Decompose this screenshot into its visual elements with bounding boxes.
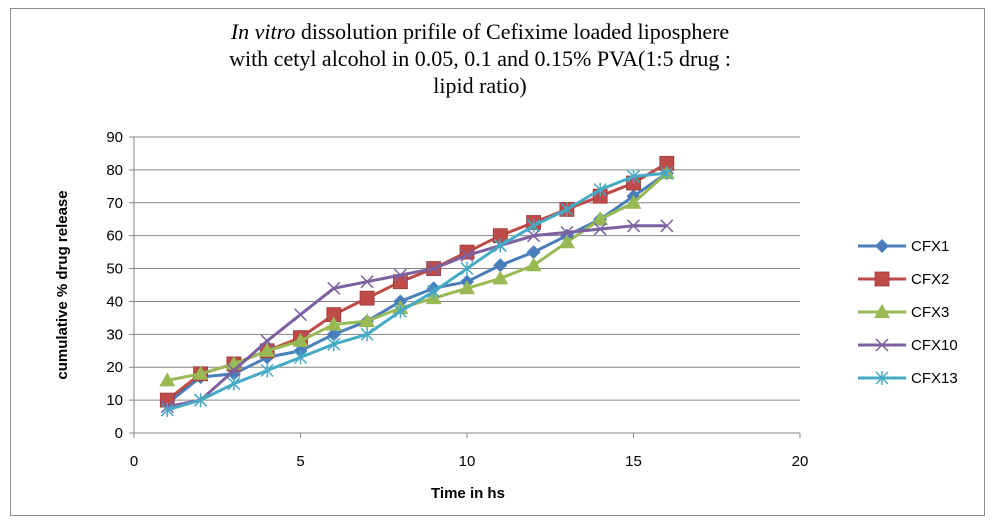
data-point-cfx2 — [359, 290, 375, 306]
axes — [129, 136, 801, 438]
tick-labels: 0 10 20 30 40 50 60 70 80 90 0 5 10 15 20 — [106, 129, 808, 470]
data-point-cfx13 — [393, 304, 407, 319]
data-point-cfx3 — [625, 194, 642, 209]
data-point-cfx13 — [460, 261, 474, 276]
legend-swatch-marker — [874, 271, 890, 287]
data-point-cfx13 — [660, 166, 674, 181]
data-point-cfx3 — [459, 280, 475, 295]
chart-title: In vitro dissolution prifile of Cefixime… — [100, 18, 860, 99]
legend-item-cfx3: CFX3 — [858, 304, 949, 321]
legend-label: CFX1 — [911, 238, 949, 255]
series-cfx13 — [160, 166, 674, 417]
legend-label: CFX2 — [911, 271, 949, 288]
data-point-cfx3 — [259, 342, 276, 357]
data-point-cfx10 — [227, 363, 241, 378]
series-line-cfx13 — [166, 171, 667, 412]
legend-item-cfx2: CFX2 — [858, 271, 949, 288]
data-point-cfx3 — [159, 372, 176, 387]
legend: CFX1 CFX2 CFX3 CFX10 CFX13 — [858, 238, 958, 387]
data-point-cfx10 — [427, 262, 441, 276]
y-tick-label: 0 — [115, 425, 123, 442]
series-layer — [159, 155, 675, 417]
data-point-cfx13 — [360, 327, 374, 342]
legend-swatch-marker — [874, 304, 890, 318]
legend-label: CFX13 — [911, 370, 958, 387]
legend-item-cfx13: CFX13 — [858, 370, 958, 387]
x-tick-label: 5 — [296, 453, 304, 470]
x-tick-label: 10 — [459, 453, 476, 470]
y-tick-label: 50 — [106, 261, 123, 278]
data-point-cfx13 — [427, 284, 441, 299]
data-point-cfx13 — [560, 202, 574, 217]
data-point-cfx13 — [160, 402, 174, 417]
data-point-cfx10 — [460, 248, 474, 262]
data-point-cfx13 — [327, 337, 341, 352]
legend-label: CFX3 — [911, 304, 949, 321]
y-tick-label: 60 — [106, 228, 123, 245]
data-point-cfx3 — [558, 234, 575, 249]
legend-swatch-marker — [875, 239, 889, 253]
data-point-cfx3 — [292, 332, 309, 347]
y-tick-label: 70 — [106, 195, 123, 212]
data-point-cfx13 — [593, 182, 607, 197]
x-axis-title: Time in hs — [431, 485, 505, 502]
data-point-cfx13 — [194, 393, 208, 408]
x-tick-label: 15 — [625, 453, 642, 470]
data-point-cfx10 — [560, 225, 574, 239]
data-point-cfx3 — [592, 211, 609, 226]
y-tick-label: 40 — [106, 293, 123, 310]
data-point-cfx13 — [626, 169, 641, 184]
data-point-cfx13 — [227, 376, 241, 391]
data-point-cfx1 — [493, 258, 508, 273]
y-tick-label: 30 — [106, 326, 123, 343]
series-line-cfx3 — [167, 172, 668, 382]
data-point-cfx1 — [526, 245, 541, 260]
y-tick-label: 10 — [106, 392, 123, 409]
data-point-cfx13 — [293, 350, 308, 365]
legend-swatch-marker — [875, 371, 889, 385]
x-tick-label: 0 — [130, 453, 138, 470]
data-point-cfx10 — [327, 281, 341, 295]
data-point-cfx3 — [359, 313, 376, 328]
legend-item-cfx1: CFX1 — [858, 238, 949, 255]
chart-title-rest: dissolution prifile of Cefixime loaded l… — [229, 19, 731, 98]
data-point-cfx3 — [192, 365, 209, 380]
legend-label: CFX10 — [911, 337, 958, 354]
y-axis-title: cumulative % drug release — [54, 190, 71, 379]
y-tick-label: 80 — [106, 162, 123, 179]
x-tick-label: 20 — [792, 453, 809, 470]
data-point-cfx13 — [260, 363, 274, 378]
y-tick-label: 90 — [106, 129, 123, 146]
data-point-cfx10 — [660, 219, 674, 233]
data-point-cfx3 — [325, 316, 342, 331]
chart-title-italic: In vitro — [230, 19, 296, 44]
legend-swatch-marker — [875, 338, 889, 352]
data-point-cfx10 — [260, 334, 274, 348]
data-point-cfx13 — [493, 238, 507, 253]
legend-item-cfx10: CFX10 — [858, 337, 958, 354]
data-point-cfx10 — [626, 219, 641, 233]
data-point-cfx10 — [293, 308, 308, 322]
data-point-cfx10 — [360, 275, 374, 289]
series-line-cfx1 — [166, 171, 668, 405]
data-point-cfx10 — [527, 229, 541, 243]
data-point-cfx10 — [393, 268, 407, 282]
data-point-cfx13 — [527, 218, 541, 233]
data-point-cfx3 — [525, 257, 542, 272]
data-point-cfx3 — [492, 270, 509, 285]
data-point-cfx10 — [593, 222, 607, 236]
series-cfx10 — [160, 219, 674, 414]
data-point-cfx1 — [326, 327, 341, 342]
series-line-cfx10 — [167, 224, 667, 409]
y-tick-label: 20 — [106, 359, 123, 376]
